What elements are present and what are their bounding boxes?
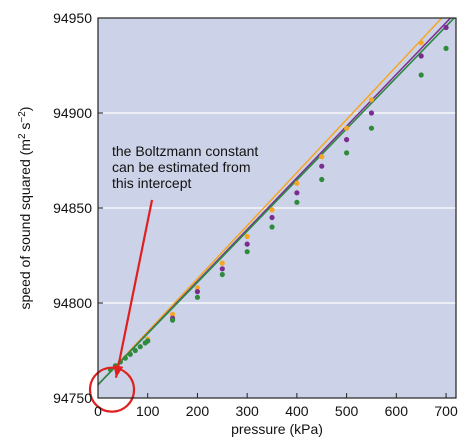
series-1-point-1 [194,289,201,295]
series-line-0 [98,18,443,386]
series-lines [98,18,456,386]
x-tick-labels: 0 100 200 300 400 500 600 700 [94,403,458,419]
y-tick-label-2: 94850 [53,200,92,216]
series-1-point-2 [219,266,225,272]
x-tick-label-4: 400 [285,403,309,419]
annotation-shapes [88,199,154,413]
series-1-point-3 [244,241,250,247]
x-axis-label: pressure (kPa) [231,421,323,437]
series-line-3 [98,18,456,386]
x-tick-label-7: 700 [434,403,458,419]
series-1-point-5 [294,190,300,196]
series-1-point-4 [269,214,275,221]
series-3-point-4 [127,351,133,357]
x-tick-label-1: 100 [136,403,160,419]
axes [97,17,457,399]
series-0-point-3 [219,260,225,266]
y-axis-label-sup2: −2 [17,111,28,123]
series-0-point-2 [194,285,201,291]
gridlines [98,112,456,304]
series-3-point-18 [418,72,424,78]
series-1-point-7 [344,137,350,143]
series-3-point-14 [294,199,300,205]
annotation-arrowhead [113,364,124,378]
series-3-point-13 [269,224,275,230]
annotation-line-3: this intercept [112,175,191,191]
series-0-point-9 [368,97,375,103]
annotation-text: the Boltzmann constant can be estimated … [112,143,262,191]
series-1-point-8 [368,110,375,116]
y-axis-label-main: speed of sound squared (m [17,139,33,309]
y-tick-label-1: 94800 [53,295,92,311]
y-tick-label-0: 94750 [53,390,92,406]
y-axis-label-sup1: 2 [17,133,28,139]
series-1-point-10 [443,24,449,31]
x-tick-label-6: 600 [385,403,409,419]
series-3-point-15 [319,176,325,183]
series-3-point-12 [244,249,250,255]
series-3-point-8 [145,338,151,344]
series-0-point-10 [418,40,424,46]
y-axis-label-end: ) [17,107,33,112]
series-3-point-19 [443,45,449,52]
y-tick-labels: 94750 94800 94850 94900 94950 [53,10,92,406]
series-0-point-1 [169,311,176,317]
series-0-point-4 [244,233,250,240]
series-0-point-6 [294,180,300,186]
y-axis-label: speed of sound squared (m2 s−2) [17,107,34,310]
x-tick-label-5: 500 [335,403,359,419]
series-3-point-16 [344,150,350,156]
series-1-point-9 [418,53,424,59]
x-tick-label-0: 0 [94,403,102,419]
series-3-point-3 [122,355,128,361]
x-tick-label-3: 300 [235,403,259,419]
series-points [107,18,449,373]
series-0-point-7 [319,154,325,160]
series-3-point-6 [137,344,143,350]
series-3-point-11 [219,271,225,278]
series-0-point-8 [344,125,350,131]
series-3-point-17 [368,125,375,131]
series-1-point-6 [319,163,325,169]
x-tick-label-2: 200 [186,403,210,419]
intercept-circle [88,366,136,413]
series-3-point-10 [194,294,201,300]
series-3-point-9 [169,317,176,323]
series-3-point-5 [132,347,138,354]
annotation-line-1: the Boltzmann constant [112,143,258,159]
annotation-arrow [114,199,154,378]
y-tick-label-3: 94900 [53,105,92,121]
series-0-point-5 [269,207,275,213]
annotation-line-2: can be estimated from [112,159,251,175]
y-tick-label-4: 94950 [53,10,92,26]
y-axis-label-mid: s [17,123,33,134]
